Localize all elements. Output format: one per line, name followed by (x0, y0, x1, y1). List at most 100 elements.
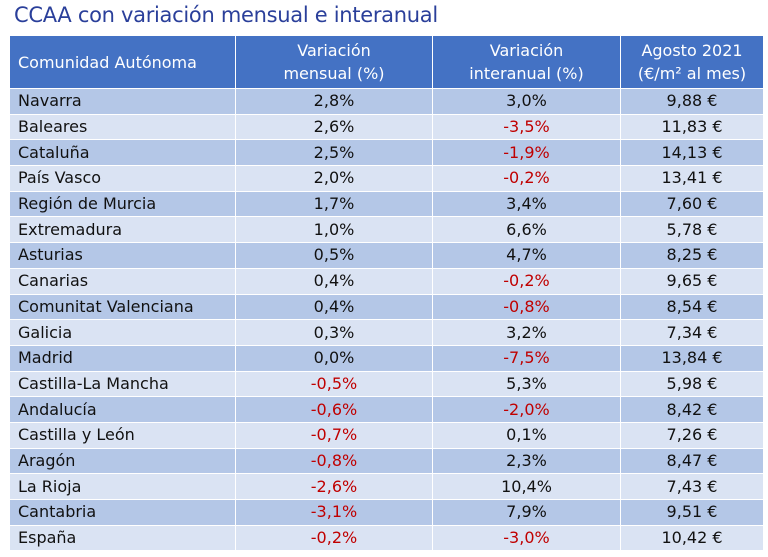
cell-precio: 11,83 € (620, 113, 764, 141)
cell-comunidad: La Rioja (9, 473, 236, 500)
cell-comunidad: Castilla y León (9, 421, 236, 449)
cell-precio: 13,41 € (620, 165, 764, 192)
cell-precio: 9,51 € (620, 499, 764, 526)
cell-variacion-mensual: -2,6% (235, 473, 433, 500)
cell-precio: 7,34 € (620, 319, 764, 346)
data-table: Comunidad Autónoma Variación mensual (%)… (9, 35, 764, 552)
table-row: Castilla-La Mancha -0,5% 5,3% 5,98 € (9, 370, 764, 398)
cell-comunidad: Baleares (9, 113, 236, 141)
header-interanual-line1: Variación (489, 41, 564, 60)
cell-precio: 8,47 € (620, 447, 764, 475)
cell-comunidad: Canarias (9, 267, 236, 295)
cell-precio: 8,42 € (620, 396, 764, 423)
cell-comunidad: Región de Murcia (9, 190, 236, 218)
cell-comunidad: Comunitat Valenciana (9, 293, 236, 321)
header-precio-line2: (€/m² al mes) (637, 64, 747, 83)
cell-precio: 9,88 € (620, 88, 764, 115)
cell-variacion-interanual: -1,9% (432, 139, 621, 167)
cell-comunidad: Navarra (9, 88, 236, 115)
cell-precio: 8,25 € (620, 242, 764, 269)
cell-precio: 13,84 € (620, 344, 764, 372)
cell-variacion-interanual: 5,3% (432, 370, 621, 398)
cell-variacion-mensual: 2,8% (235, 88, 433, 115)
table-row: Baleares 2,6% -3,5% 11,83 € (9, 113, 764, 141)
cell-variacion-interanual: 7,9% (432, 499, 621, 526)
table-row: Navarra 2,8% 3,0% 9,88 € (9, 88, 764, 115)
cell-variacion-interanual: -2,0% (432, 396, 621, 423)
cell-comunidad: España (9, 524, 236, 552)
cell-comunidad: Castilla-La Mancha (9, 370, 236, 398)
table-row: España -0,2% -3,0% 10,42 € (9, 524, 764, 552)
header-precio: Agosto 2021 (€/m² al mes) (620, 35, 764, 89)
cell-variacion-interanual: -0,8% (432, 293, 621, 321)
table-row: Cataluña 2,5% -1,9% 14,13 € (9, 139, 764, 167)
cell-variacion-interanual: -3,5% (432, 113, 621, 141)
cell-variacion-interanual: 4,7% (432, 242, 621, 269)
cell-variacion-interanual: 10,4% (432, 473, 621, 500)
cell-comunidad: Aragón (9, 447, 236, 475)
cell-comunidad: Asturias (9, 242, 236, 269)
header-comunidad-label: Comunidad Autónoma (18, 52, 197, 72)
cell-variacion-interanual: 3,2% (432, 319, 621, 346)
table-row: Región de Murcia 1,7% 3,4% 7,60 € (9, 190, 764, 218)
cell-precio: 10,42 € (620, 524, 764, 552)
cell-precio: 8,54 € (620, 293, 764, 321)
cell-variacion-mensual: 0,3% (235, 319, 433, 346)
table-row: Canarias 0,4% -0,2% 9,65 € (9, 267, 764, 295)
table-row: Extremadura 1,0% 6,6% 5,78 € (9, 216, 764, 244)
table-row: Madrid 0,0% -7,5% 13,84 € (9, 344, 764, 372)
cell-variacion-mensual: 0,4% (235, 293, 433, 321)
header-comunidad: Comunidad Autónoma (9, 35, 236, 89)
table-header-row: Comunidad Autónoma Variación mensual (%)… (9, 35, 764, 89)
page-title: CCAA con variación mensual e interanual (14, 3, 438, 27)
cell-precio: 9,65 € (620, 267, 764, 295)
cell-comunidad: Cantabria (9, 499, 236, 526)
cell-variacion-mensual: -0,8% (235, 447, 433, 475)
cell-variacion-mensual: 1,0% (235, 216, 433, 244)
header-mensual: Variación mensual (%) (235, 35, 433, 89)
table-row: Galicia 0,3% 3,2% 7,34 € (9, 319, 764, 346)
cell-comunidad: Extremadura (9, 216, 236, 244)
table-row: La Rioja -2,6% 10,4% 7,43 € (9, 473, 764, 500)
cell-variacion-mensual: -0,5% (235, 370, 433, 398)
cell-comunidad: Cataluña (9, 139, 236, 167)
cell-precio: 14,13 € (620, 139, 764, 167)
table-row: Aragón -0,8% 2,3% 8,47 € (9, 447, 764, 475)
cell-variacion-mensual: -0,6% (235, 396, 433, 423)
cell-precio: 7,26 € (620, 421, 764, 449)
cell-variacion-mensual: 2,6% (235, 113, 433, 141)
cell-variacion-mensual: -0,2% (235, 524, 433, 552)
cell-variacion-mensual: -3,1% (235, 499, 433, 526)
cell-precio: 7,43 € (620, 473, 764, 500)
cell-variacion-mensual: -0,7% (235, 421, 433, 449)
cell-variacion-mensual: 0,5% (235, 242, 433, 269)
cell-variacion-mensual: 1,7% (235, 190, 433, 218)
header-mensual-line2: mensual (%) (283, 64, 385, 83)
cell-variacion-interanual: -0,2% (432, 165, 621, 192)
table-row: Asturias 0,5% 4,7% 8,25 € (9, 242, 764, 269)
table-body: Navarra 2,8% 3,0% 9,88 € Baleares 2,6% -3,5% 11… (9, 88, 764, 552)
header-precio-line1: Agosto 2021 (641, 41, 743, 60)
cell-variacion-mensual: 2,0% (235, 165, 433, 192)
header-interanual: Variación interanual (%) (432, 35, 621, 89)
cell-comunidad: Galicia (9, 319, 236, 346)
table-row: Comunitat Valenciana 0,4% -0,8% 8,54 € (9, 293, 764, 321)
table-row: Castilla y León -0,7% 0,1% 7,26 € (9, 421, 764, 449)
cell-comunidad: País Vasco (9, 165, 236, 192)
cell-precio: 5,98 € (620, 370, 764, 398)
cell-variacion-interanual: 3,4% (432, 190, 621, 218)
table-row: País Vasco 2,0% -0,2% 13,41 € (9, 165, 764, 192)
cell-variacion-interanual: -7,5% (432, 344, 621, 372)
table-row: Cantabria -3,1% 7,9% 9,51 € (9, 499, 764, 526)
cell-variacion-interanual: 6,6% (432, 216, 621, 244)
cell-comunidad: Andalucía (9, 396, 236, 423)
cell-precio: 7,60 € (620, 190, 764, 218)
cell-variacion-interanual: 0,1% (432, 421, 621, 449)
cell-precio: 5,78 € (620, 216, 764, 244)
cell-variacion-interanual: 2,3% (432, 447, 621, 475)
header-mensual-line1: Variación (297, 41, 371, 60)
cell-variacion-interanual: 3,0% (432, 88, 621, 115)
cell-variacion-mensual: 2,5% (235, 139, 433, 167)
header-interanual-line2: interanual (%) (469, 64, 584, 83)
cell-variacion-mensual: 0,0% (235, 344, 433, 372)
